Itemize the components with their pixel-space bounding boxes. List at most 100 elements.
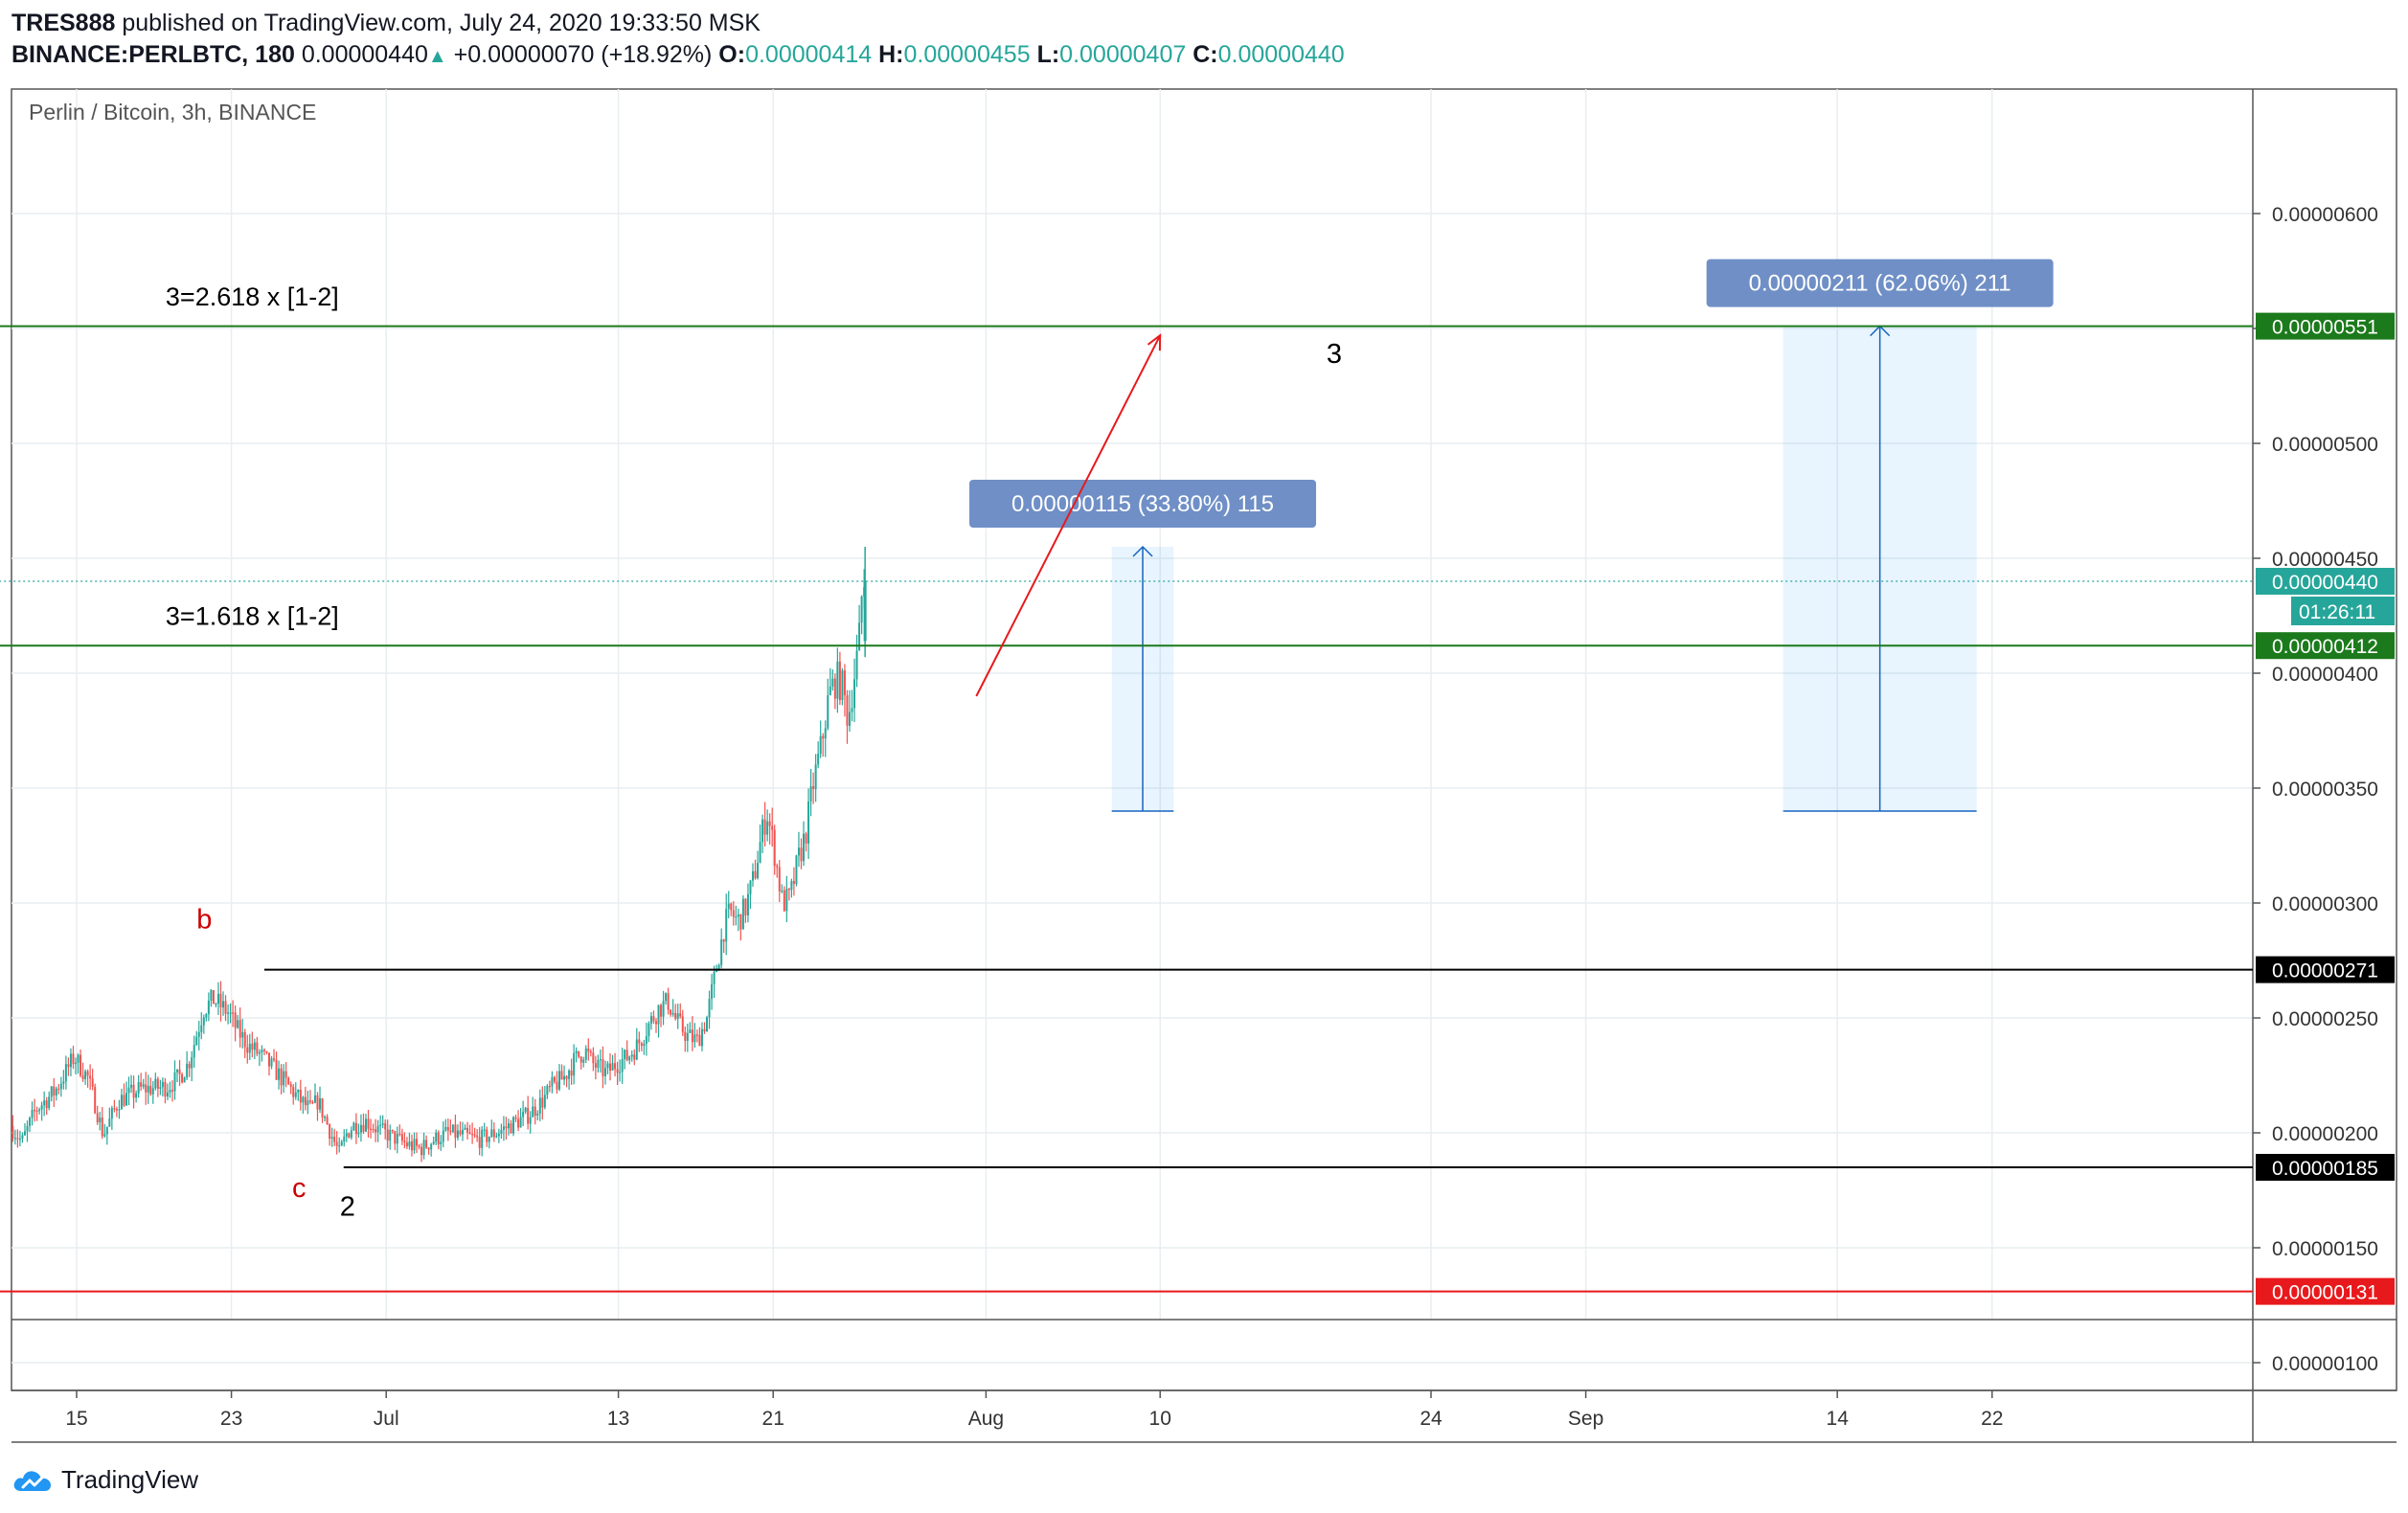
pane-title: Perlin / Bitcoin, 3h, BINANCE	[29, 100, 317, 124]
candle-body	[156, 1078, 159, 1089]
candle-body	[681, 1016, 684, 1032]
candle-body	[292, 1087, 295, 1097]
candle-body	[671, 1012, 674, 1015]
candle-body	[667, 993, 670, 1010]
candle-body	[384, 1123, 387, 1130]
candle-body	[652, 1016, 655, 1022]
level-price-tag	[2256, 1277, 2395, 1305]
candle-body	[599, 1059, 602, 1061]
candle-body	[468, 1132, 471, 1135]
candle-body	[408, 1141, 411, 1147]
candle-body	[662, 1001, 665, 1017]
change-up-icon: ▲	[427, 46, 447, 67]
footer-brand: TradingView	[61, 1465, 199, 1494]
candle-body	[197, 1031, 200, 1037]
candle-body	[440, 1141, 443, 1145]
candle-body	[751, 870, 754, 881]
candle-body	[176, 1069, 179, 1073]
candle-body	[234, 1012, 237, 1028]
candle-body	[771, 825, 774, 830]
candle-body	[386, 1129, 389, 1141]
candle-body	[761, 819, 764, 843]
candle-body	[754, 870, 757, 879]
candle-body	[551, 1076, 554, 1087]
candle-body	[103, 1134, 106, 1137]
close-label: C:	[1193, 41, 1218, 68]
candle-body	[787, 889, 790, 891]
candle-body	[173, 1072, 176, 1092]
tradingview-logo[interactable]: TradingView	[11, 1465, 198, 1495]
candle-body	[700, 1028, 703, 1047]
candle-body	[313, 1095, 316, 1103]
projection-arrow[interactable]	[975, 334, 1162, 697]
chart-header: TRES888 published on TradingView.com, Ju…	[11, 8, 1345, 71]
candle-body	[858, 622, 861, 651]
price-tick-label: 0.00000450	[2272, 549, 2378, 571]
candle-body	[766, 821, 769, 835]
candle-body	[135, 1093, 138, 1098]
level-price-tag-text: 0.00000271	[2272, 960, 2378, 982]
level-price-tag	[2256, 956, 2395, 983]
candle-body	[297, 1090, 300, 1093]
candle-body	[578, 1050, 580, 1057]
countdown-tag	[2291, 597, 2395, 625]
level-price-tag	[2256, 568, 2395, 595]
author-name[interactable]: TRES888	[11, 10, 116, 36]
candle-body	[391, 1129, 394, 1132]
candle-body	[645, 1036, 647, 1044]
symbol-name[interactable]: BINANCE:PERLBTC, 180	[11, 41, 295, 68]
candle-body	[519, 1117, 522, 1128]
candle-body	[679, 1013, 682, 1017]
candle-body	[716, 970, 718, 972]
candle-body	[224, 1001, 227, 1014]
candle-body	[357, 1132, 360, 1135]
candle-body	[638, 1039, 641, 1044]
candle-body	[273, 1058, 276, 1060]
candle-body	[603, 1068, 606, 1076]
candle-body	[370, 1128, 373, 1130]
candle-body	[362, 1124, 365, 1132]
candle-body	[105, 1126, 108, 1135]
candle-body	[330, 1137, 333, 1140]
candle-body	[860, 596, 863, 623]
time-tick-label: 22	[1981, 1408, 2003, 1430]
candle-body	[529, 1117, 532, 1124]
candle-body	[248, 1043, 251, 1053]
candle-body	[40, 1105, 43, 1110]
candle-body	[43, 1100, 46, 1106]
candle-body	[229, 1012, 232, 1014]
candle-body	[350, 1130, 352, 1138]
candle-body	[446, 1126, 449, 1131]
candle-body	[137, 1082, 140, 1094]
candle-body	[219, 993, 222, 1008]
candle-body	[725, 909, 728, 942]
candle-body	[442, 1130, 444, 1142]
candle-body	[319, 1098, 322, 1110]
time-tick-label: 21	[762, 1408, 784, 1430]
candle-body	[635, 1039, 638, 1060]
candle-body	[140, 1082, 143, 1087]
candle-body	[497, 1133, 500, 1137]
candle-body	[737, 914, 739, 917]
candle-body	[110, 1108, 113, 1119]
last-candle-body	[863, 581, 867, 642]
candle-body	[108, 1118, 111, 1127]
candle-body	[379, 1124, 382, 1126]
candle-body	[553, 1076, 556, 1082]
candle-body	[308, 1100, 311, 1102]
candle-body	[212, 990, 215, 1005]
candle-body	[91, 1078, 94, 1087]
candle-body	[372, 1128, 375, 1131]
candle-body	[35, 1110, 38, 1113]
candle-body	[722, 939, 725, 942]
candle-body	[284, 1071, 287, 1078]
level-price-tag	[2256, 1154, 2395, 1181]
candle-body	[375, 1129, 377, 1133]
candle-body	[67, 1064, 70, 1068]
candle-body	[243, 1031, 246, 1048]
candle-body	[394, 1131, 397, 1144]
candle-body	[505, 1126, 508, 1129]
candle-body	[287, 1077, 290, 1085]
candle-body	[730, 903, 733, 911]
